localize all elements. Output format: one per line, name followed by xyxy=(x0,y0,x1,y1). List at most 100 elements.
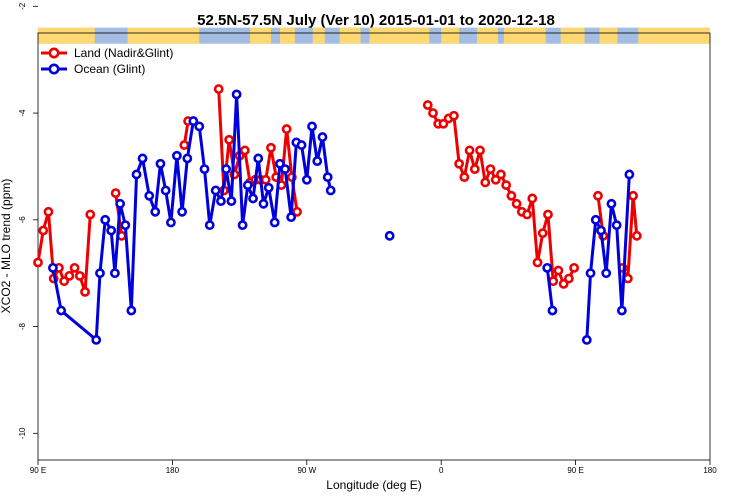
data-point-ocean xyxy=(286,212,297,223)
data-point-land xyxy=(266,142,276,153)
data-point-ocean xyxy=(269,217,280,228)
data-point-ocean xyxy=(253,153,264,164)
x-tick-label: 90 E xyxy=(567,466,583,475)
x-tick-label: 180 xyxy=(166,466,180,475)
y-tick-label: -4 xyxy=(18,109,27,117)
map-land-block xyxy=(477,27,498,44)
data-point-land xyxy=(110,188,121,199)
data-point-land xyxy=(475,145,485,156)
data-point-land xyxy=(448,110,459,121)
x-axis: 90 E 180 90 W 0 90 E 180 xyxy=(30,460,717,475)
data-point-ocean xyxy=(177,206,188,217)
legend-land-marker xyxy=(48,47,60,59)
map-land-block xyxy=(279,27,295,44)
data-point-ocean xyxy=(95,268,105,279)
data-point-land xyxy=(593,190,603,201)
data-point-ocean xyxy=(596,225,606,236)
data-point-ocean xyxy=(210,185,221,196)
map-land-block xyxy=(503,27,546,44)
data-point-land xyxy=(38,225,49,236)
data-point-land xyxy=(459,172,470,183)
data-point-ocean xyxy=(56,305,67,316)
data-point-ocean xyxy=(171,150,182,161)
data-point-land xyxy=(454,158,465,169)
data-point-ocean xyxy=(263,182,274,193)
map-land-block xyxy=(369,27,430,44)
map-land-block xyxy=(312,27,325,44)
data-point-ocean xyxy=(307,121,317,132)
data-point-land xyxy=(80,286,90,297)
data-point-land xyxy=(464,145,475,156)
data-point-land xyxy=(628,190,638,201)
data-point-ocean xyxy=(48,262,58,273)
chart-title: 52.5N-57.5N July (Ver 10) 2015-01-01 to … xyxy=(197,12,555,29)
legend-land-label: Land (Nadir&Glint) xyxy=(74,46,173,60)
data-point-ocean xyxy=(216,196,226,207)
data-point-land xyxy=(239,145,250,156)
data-point-land xyxy=(506,190,517,201)
legend-ocean-marker xyxy=(48,63,60,75)
y-tick-label: -6 xyxy=(18,216,27,224)
map-land-block xyxy=(599,27,618,44)
data-point-land xyxy=(563,273,574,284)
data-point-ocean xyxy=(581,335,592,345)
data-point-land xyxy=(428,108,438,118)
data-point-ocean xyxy=(194,121,205,132)
data-point-ocean xyxy=(317,132,328,142)
data-point-ocean xyxy=(322,172,333,183)
data-point-ocean xyxy=(237,220,248,231)
data-point-land xyxy=(631,230,642,241)
data-point-land xyxy=(622,273,633,284)
y-tick-label: -2 xyxy=(18,2,27,10)
data-point-ocean xyxy=(221,164,232,175)
data-point-ocean xyxy=(325,185,336,196)
x-tick-label: 90 E xyxy=(30,466,46,475)
series-ocean-line xyxy=(545,267,554,311)
y-tick-label: -10 xyxy=(18,427,27,439)
data-point-ocean xyxy=(91,335,102,345)
data-point-ocean xyxy=(126,305,137,316)
data-point-land xyxy=(43,206,54,217)
map-land-block xyxy=(127,27,200,44)
data-point-ocean xyxy=(120,220,131,231)
x-tick-label: 90 W xyxy=(297,466,316,475)
data-point-ocean xyxy=(258,198,269,209)
data-point-land xyxy=(179,140,190,150)
data-point-land xyxy=(74,270,85,281)
data-point-ocean xyxy=(160,185,171,196)
data-point-land xyxy=(224,134,235,145)
data-point-land xyxy=(59,276,70,287)
y-axis-label: XCO2 - MLO trend (ppm) xyxy=(0,179,13,314)
data-point-ocean xyxy=(182,153,193,164)
data-point-ocean xyxy=(296,140,307,150)
legend: Land (Nadir&Glint) Ocean (Glint) xyxy=(41,46,173,76)
data-point-ocean xyxy=(150,206,161,217)
data-point-ocean xyxy=(301,174,312,185)
map-land-block xyxy=(441,27,460,44)
data-point-ocean xyxy=(155,158,166,169)
data-point-land xyxy=(522,209,532,220)
map-land-block xyxy=(250,27,271,44)
data-point-land xyxy=(260,174,271,185)
legend-ocean-label: Ocean (Glint) xyxy=(74,62,145,76)
data-point-ocean xyxy=(231,89,242,100)
data-point-land xyxy=(543,209,553,220)
data-point-land xyxy=(292,206,302,217)
data-point-land xyxy=(485,164,496,175)
data-point-land xyxy=(558,278,569,289)
map-land-block xyxy=(638,27,710,44)
data-point-ocean xyxy=(611,220,622,231)
data-point-land xyxy=(438,118,449,129)
data-point-land xyxy=(422,100,433,110)
plot-frame xyxy=(37,32,711,461)
map-land-block xyxy=(560,27,585,44)
data-point-ocean xyxy=(248,193,258,204)
data-point-ocean xyxy=(204,220,215,231)
data-point-ocean xyxy=(601,268,612,279)
x-tick-label: 0 xyxy=(439,466,444,475)
data-point-land xyxy=(553,265,564,276)
data-point-ocean xyxy=(188,116,199,126)
data-point-ocean xyxy=(226,196,237,207)
data-point-ocean xyxy=(110,268,120,279)
